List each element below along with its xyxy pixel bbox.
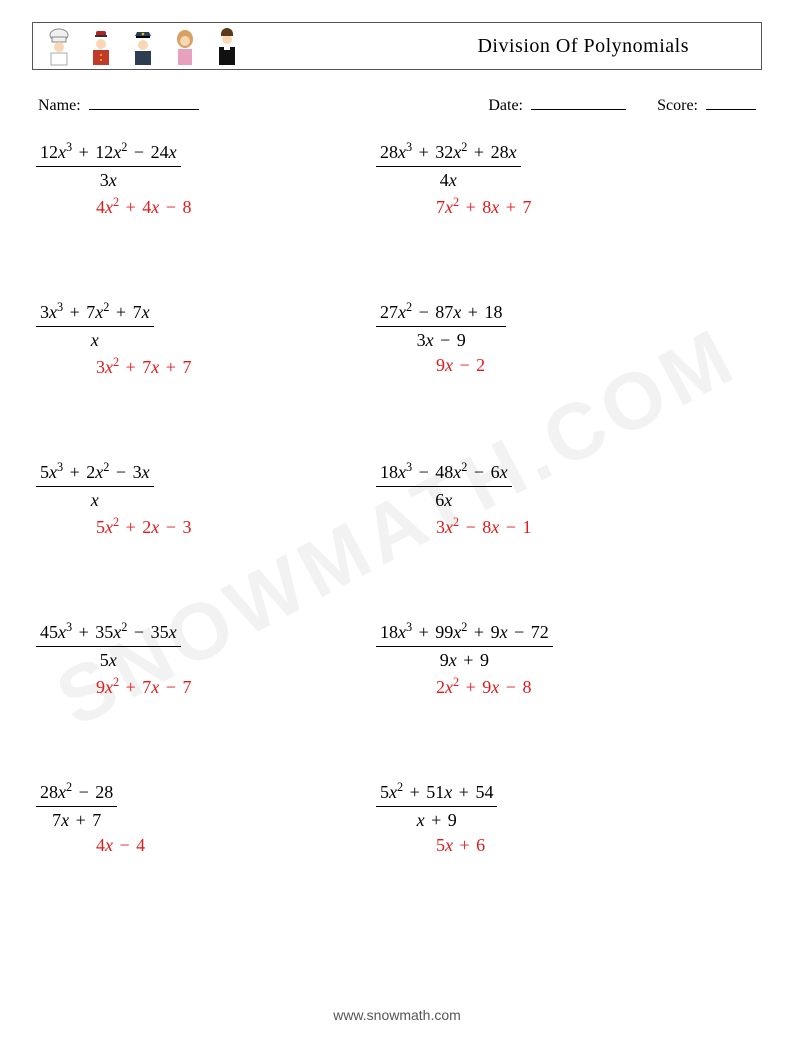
fraction: 5x3 + 2x2 − 3xx (36, 460, 154, 511)
fraction: 45x3 + 35x2 − 35x5x (36, 620, 181, 671)
worksheet-title: Division Of Polynomials (477, 35, 689, 58)
score-label: Score: (657, 97, 698, 114)
numerator: 5x3 + 2x2 − 3x (36, 460, 154, 487)
chef-icon (45, 27, 73, 67)
answer: 3x2 − 8x − 1 (436, 515, 706, 538)
numerator: 18x3 − 48x2 − 6x (376, 460, 512, 487)
problem: 3x3 + 7x2 + 7xx 3x2 + 7x + 7 (36, 300, 366, 460)
numerator: 18x3 + 99x2 + 9x − 72 (376, 620, 553, 647)
police-icon (129, 27, 157, 67)
fraction: 18x3 − 48x2 − 6x6x (376, 460, 512, 511)
problem: 45x3 + 35x2 − 35x5x 9x2 + 7x − 7 (36, 620, 366, 780)
fraction: 5x2 + 51x + 54x + 9 (376, 780, 497, 831)
right-column: 28x3 + 32x2 + 28x4x 7x2 + 8x + 7 27x2 − 87… (376, 140, 706, 940)
answer: 4x2 + 4x − 8 (96, 195, 366, 218)
answer: 4x − 4 (96, 835, 366, 856)
name-field: Name: (38, 95, 199, 115)
answer: 3x2 + 7x + 7 (96, 355, 366, 378)
problem: 18x3 + 99x2 + 9x − 729x + 9 2x2 + 9x − 8 (376, 620, 706, 780)
problem: 12x3 + 12x2 − 24x3x 4x2 + 4x − 8 (36, 140, 366, 300)
problem: 5x2 + 51x + 54x + 9 5x + 6 (376, 780, 706, 940)
denominator: 9x + 9 (376, 647, 553, 671)
denominator: 5x (36, 647, 181, 671)
fraction: 3x3 + 7x2 + 7xx (36, 300, 154, 351)
problems-area: 12x3 + 12x2 − 24x3x 4x2 + 4x − 8 3x3 + 7x2… (36, 140, 758, 963)
woman-icon (171, 27, 199, 67)
fraction: 28x3 + 32x2 + 28x4x (376, 140, 521, 191)
denominator: 4x (376, 167, 521, 191)
left-column: 12x3 + 12x2 − 24x3x 4x2 + 4x − 8 3x3 + 7x2… (36, 140, 366, 940)
date-field: Date: (488, 95, 626, 115)
worksheet-page: SNOWMATH.COM (0, 0, 794, 1053)
fraction: 27x2 − 87x + 183x − 9 (376, 300, 506, 351)
fraction: 28x2 − 287x + 7 (36, 780, 117, 831)
numerator: 12x3 + 12x2 − 24x (36, 140, 181, 167)
priest-icon (213, 27, 241, 67)
date-underline[interactable] (531, 95, 626, 110)
denominator: x (36, 327, 154, 351)
fraction: 12x3 + 12x2 − 24x3x (36, 140, 181, 191)
name-label: Name: (38, 97, 81, 114)
denominator: 3x − 9 (376, 327, 506, 351)
problem: 28x2 − 287x + 7 4x − 4 (36, 780, 366, 940)
score-underline[interactable] (706, 95, 756, 110)
denominator: x + 9 (376, 807, 497, 831)
date-label: Date: (488, 97, 523, 114)
name-underline[interactable] (89, 95, 199, 110)
header-box: Division Of Polynomials (32, 22, 762, 70)
answer: 5x2 + 2x − 3 (96, 515, 366, 538)
footer-url: www.snowmath.com (0, 1007, 794, 1023)
denominator: x (36, 487, 154, 511)
bellhop-icon (87, 27, 115, 67)
numerator: 28x2 − 28 (36, 780, 117, 807)
fraction: 18x3 + 99x2 + 9x − 729x + 9 (376, 620, 553, 671)
answer: 2x2 + 9x − 8 (436, 675, 706, 698)
header-icons (45, 27, 241, 67)
denominator: 7x + 7 (36, 807, 117, 831)
denominator: 3x (36, 167, 181, 191)
problem: 28x3 + 32x2 + 28x4x 7x2 + 8x + 7 (376, 140, 706, 300)
answer: 5x + 6 (436, 835, 706, 856)
numerator: 28x3 + 32x2 + 28x (376, 140, 521, 167)
problem: 27x2 − 87x + 183x − 9 9x − 2 (376, 300, 706, 460)
numerator: 5x2 + 51x + 54 (376, 780, 497, 807)
score-field: Score: (657, 95, 756, 115)
numerator: 3x3 + 7x2 + 7x (36, 300, 154, 327)
numerator: 27x2 − 87x + 18 (376, 300, 506, 327)
answer: 9x − 2 (436, 355, 706, 376)
denominator: 6x (376, 487, 512, 511)
answer: 9x2 + 7x − 7 (96, 675, 366, 698)
problem: 18x3 − 48x2 − 6x6x 3x2 − 8x − 1 (376, 460, 706, 620)
problem: 5x3 + 2x2 − 3xx 5x2 + 2x − 3 (36, 460, 366, 620)
numerator: 45x3 + 35x2 − 35x (36, 620, 181, 647)
answer: 7x2 + 8x + 7 (436, 195, 706, 218)
